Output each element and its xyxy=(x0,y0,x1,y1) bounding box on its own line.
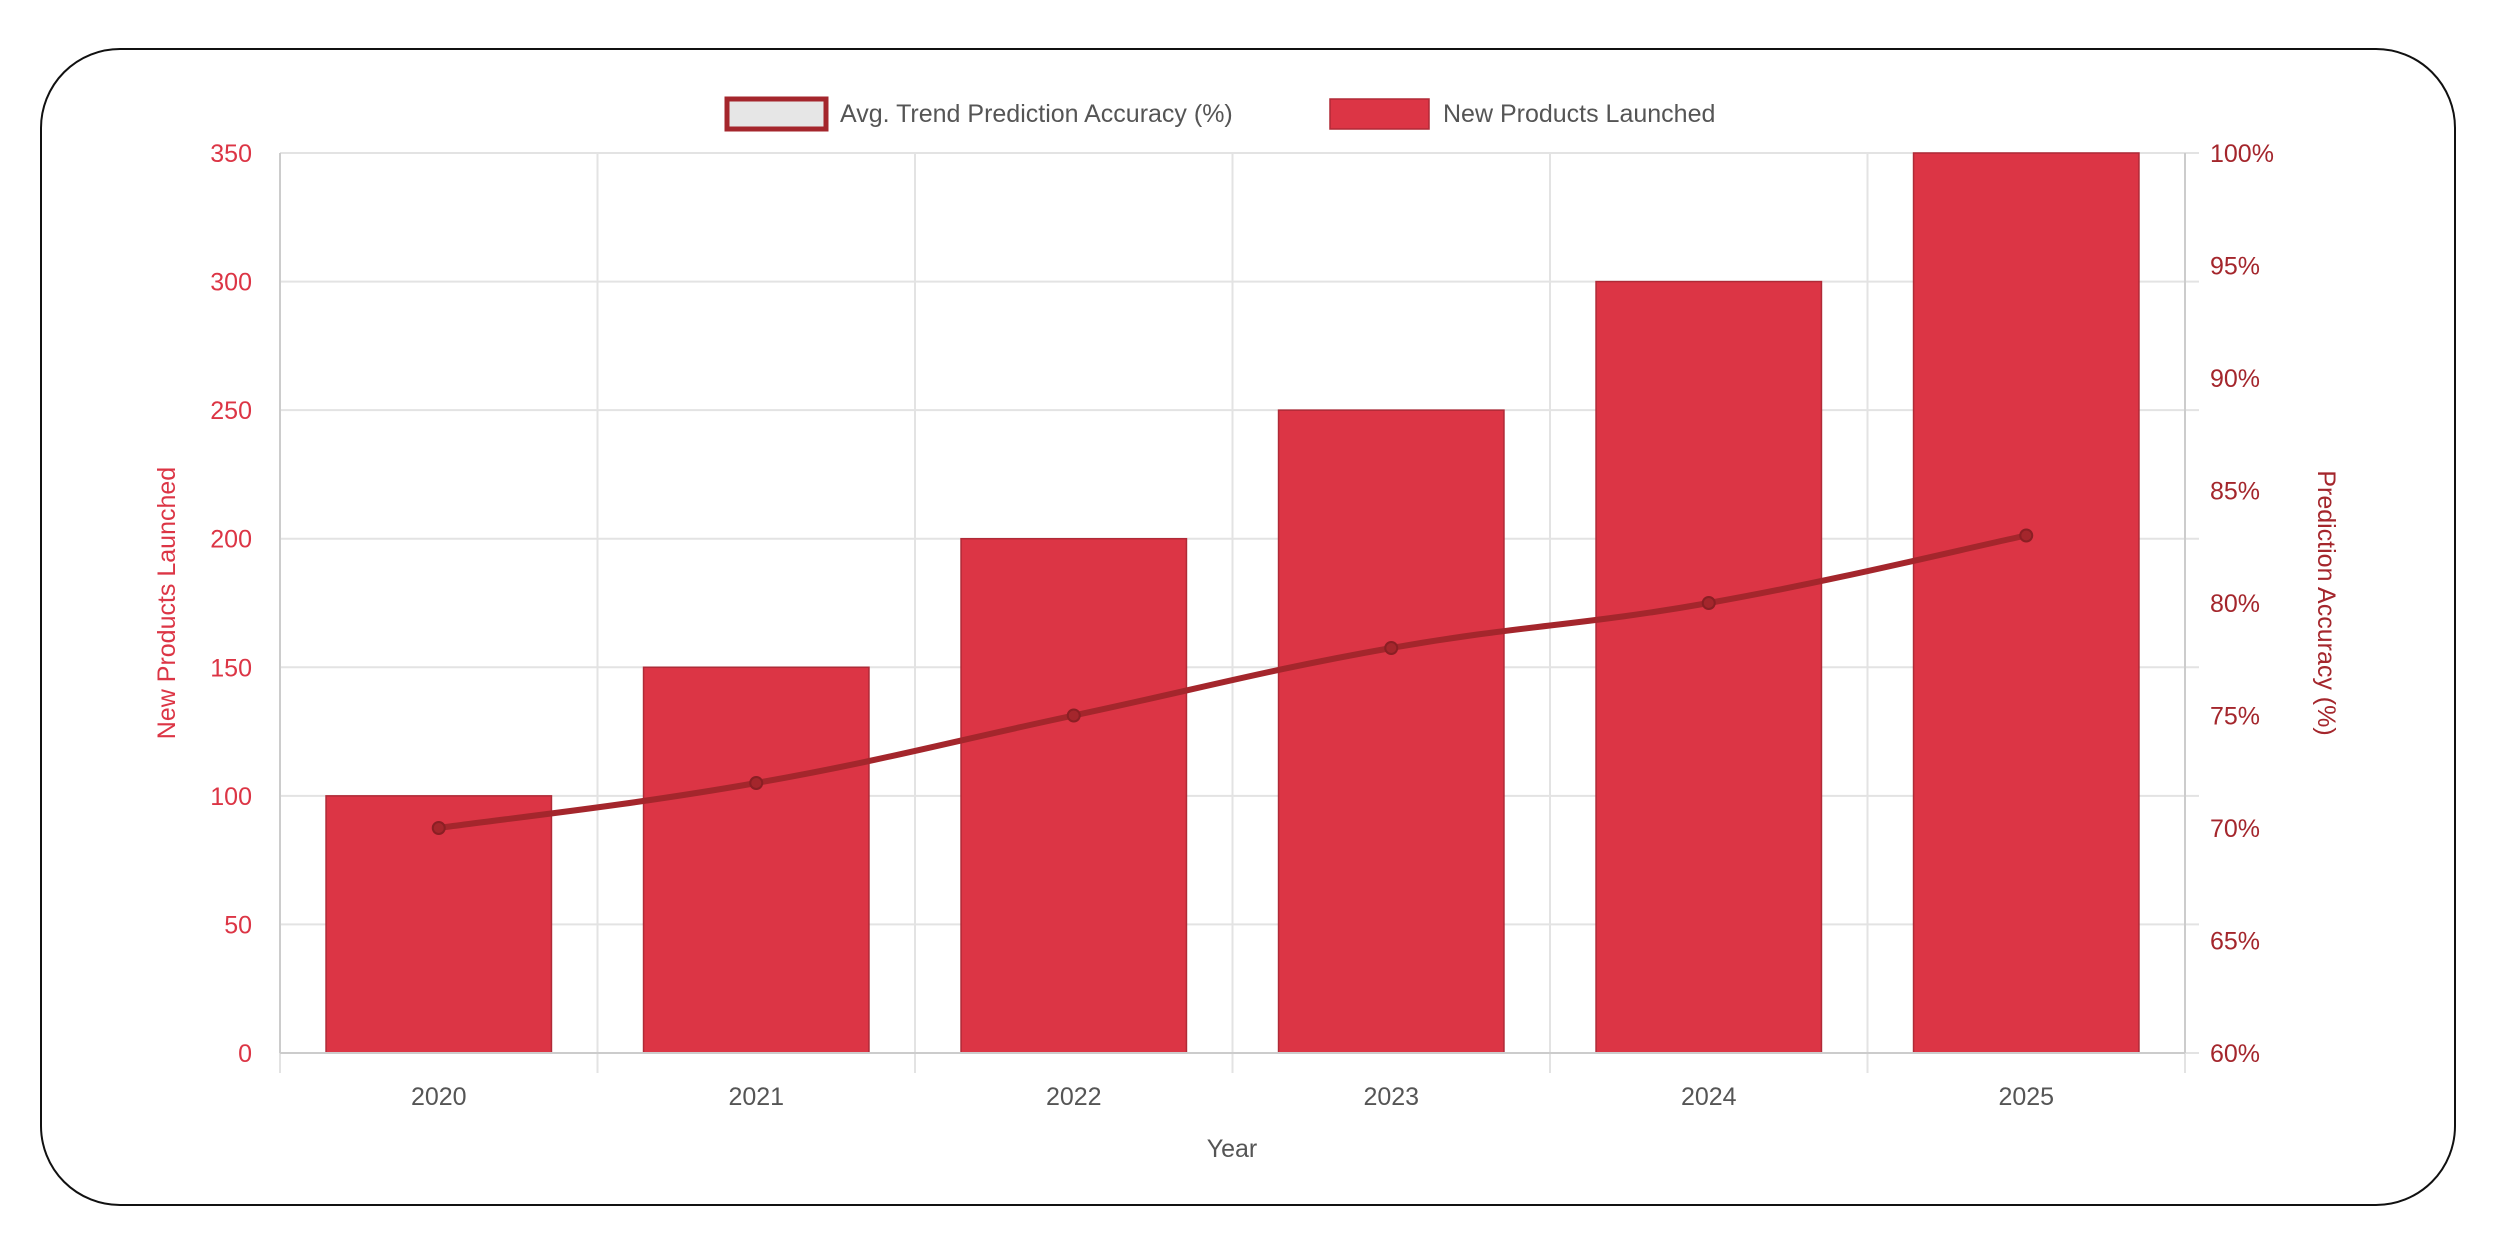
y-tick-left: 300 xyxy=(210,269,252,297)
y-tick-right: 95% xyxy=(2210,253,2260,281)
y-tick-right: 100% xyxy=(2210,140,2274,168)
legend-label-accuracy: Avg. Trend Prediction Accuracy (%) xyxy=(840,100,1233,128)
bar-2020 xyxy=(325,795,553,1054)
y-axis-title-right: Prediction Accuracy (%) xyxy=(2312,470,2340,735)
x-tick: 2020 xyxy=(411,1083,467,1111)
y-tick-right: 90% xyxy=(2210,365,2260,393)
x-tick: 2025 xyxy=(1998,1083,2054,1111)
y-tick-right: 65% xyxy=(2210,928,2260,956)
accuracy-line xyxy=(431,528,2034,835)
y-tick-right: 75% xyxy=(2210,703,2260,731)
point-2021 xyxy=(749,776,764,790)
accuracy-line-path xyxy=(438,532,2027,831)
x-tick: 2023 xyxy=(1363,1083,1419,1111)
point-2022 xyxy=(1066,708,1081,723)
x-axis-title: Year xyxy=(1207,1135,1258,1163)
y-tick-left: 50 xyxy=(224,911,252,939)
x-tick: 2022 xyxy=(1046,1083,1102,1111)
bar-2023 xyxy=(1277,409,1505,1054)
y-tick-right: 80% xyxy=(2210,590,2260,618)
point-2020 xyxy=(431,821,446,835)
point-2023 xyxy=(1384,641,1399,655)
bar-2025 xyxy=(1912,152,2140,1054)
y-tick-left: 150 xyxy=(210,654,252,682)
legend-swatch-accuracy xyxy=(724,96,829,132)
bar-2021 xyxy=(642,666,870,1054)
chart-frame xyxy=(40,48,2456,1206)
grid xyxy=(279,152,2199,1073)
y-axis-title-left: New Products Launched xyxy=(153,467,181,739)
point-2025 xyxy=(2019,528,2034,543)
axes: 0 50 100 150 200 250 300 350 60% 65% 70% 75% 80% 85% 9… xyxy=(210,140,2274,1111)
y-tick-left: 100 xyxy=(210,783,252,811)
x-tick: 2021 xyxy=(728,1083,784,1111)
bars xyxy=(325,152,2140,1054)
y-tick-left: 0 xyxy=(238,1040,252,1068)
y-tick-right: 85% xyxy=(2210,478,2260,506)
legend-swatch-products xyxy=(1329,98,1430,130)
legend-label-products: New Products Launched xyxy=(1443,100,1715,128)
y-tick-right: 70% xyxy=(2210,815,2260,843)
y-tick-left: 200 xyxy=(210,526,252,554)
y-tick-left: 250 xyxy=(210,397,252,425)
y-tick-left: 350 xyxy=(210,140,252,168)
x-tick: 2024 xyxy=(1681,1083,1737,1111)
bar-2022 xyxy=(960,537,1188,1054)
point-2024 xyxy=(1701,596,1716,610)
bar-2024 xyxy=(1595,280,1823,1054)
legend: Avg. Trend Prediction Accuracy (%) New Pr… xyxy=(724,96,1715,132)
y-tick-right: 60% xyxy=(2210,1040,2260,1068)
